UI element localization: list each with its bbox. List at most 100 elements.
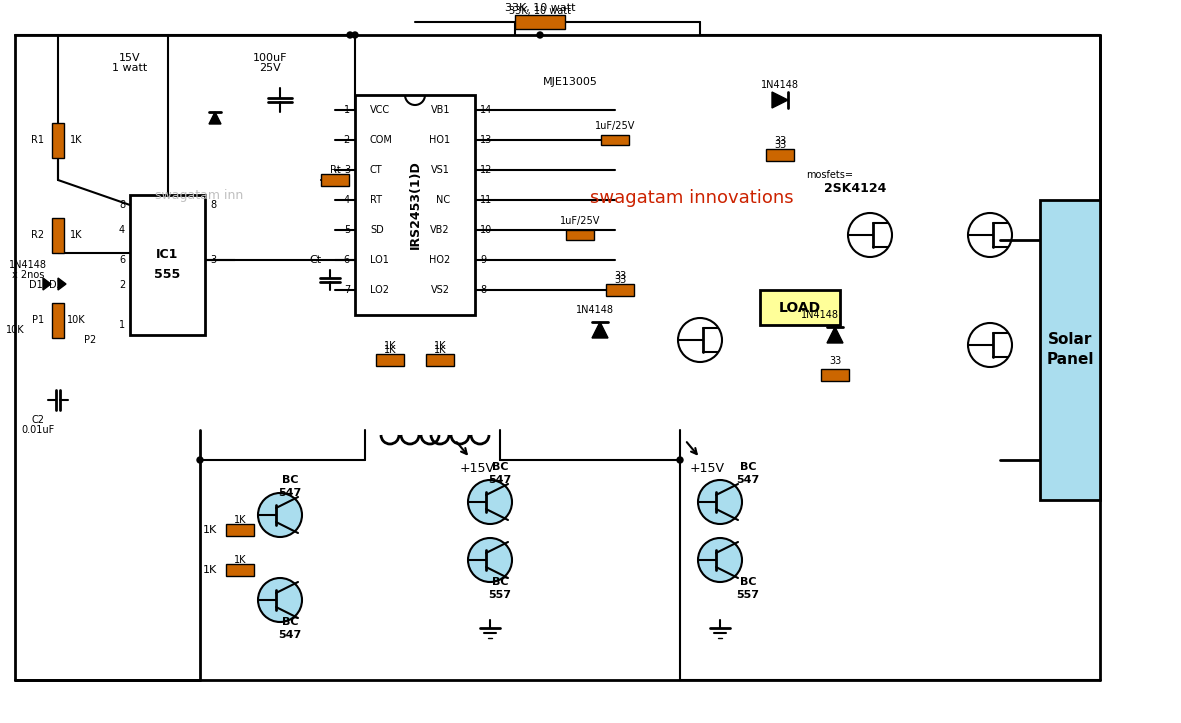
Text: COM: COM — [370, 135, 393, 145]
Text: 1K: 1K — [234, 515, 247, 525]
Text: 4: 4 — [119, 225, 125, 235]
Text: 33: 33 — [614, 275, 626, 285]
Text: 0.01uF: 0.01uF — [21, 425, 54, 435]
Bar — [321, 174, 350, 186]
Text: HO2: HO2 — [429, 255, 450, 265]
Text: 8: 8 — [479, 285, 487, 295]
Text: 547: 547 — [737, 475, 759, 485]
Text: Ct: Ct — [309, 255, 321, 265]
Text: 547: 547 — [279, 488, 301, 498]
Polygon shape — [592, 322, 608, 338]
Circle shape — [537, 32, 543, 38]
Text: 6: 6 — [344, 255, 350, 265]
Text: 1 watt: 1 watt — [112, 63, 148, 73]
Text: 3: 3 — [210, 255, 216, 265]
Text: 2: 2 — [344, 135, 350, 145]
Text: 8: 8 — [119, 200, 125, 210]
Text: Panel: Panel — [1046, 353, 1094, 367]
Bar — [355, 95, 475, 315]
Circle shape — [468, 480, 513, 524]
Text: 33: 33 — [774, 140, 787, 150]
Text: VB2: VB2 — [430, 225, 450, 235]
Text: 1N4148: 1N4148 — [761, 80, 800, 90]
Text: 6: 6 — [119, 255, 125, 265]
Text: 15V: 15V — [119, 53, 141, 63]
Circle shape — [468, 538, 513, 582]
Text: 4: 4 — [344, 195, 350, 205]
Text: 14: 14 — [479, 105, 492, 115]
Text: 1K: 1K — [384, 341, 397, 351]
Text: VS2: VS2 — [431, 285, 450, 295]
Text: 1uF/25V: 1uF/25V — [560, 216, 600, 226]
Text: VCC: VCC — [370, 105, 390, 115]
Text: swagatam innovations: swagatam innovations — [590, 189, 794, 207]
Text: NC: NC — [436, 195, 450, 205]
Text: VB1: VB1 — [431, 105, 450, 115]
Circle shape — [257, 578, 302, 622]
Text: 1K: 1K — [433, 341, 446, 351]
Text: Solar: Solar — [1048, 333, 1092, 348]
Text: 3: 3 — [344, 165, 350, 175]
Text: C2: C2 — [32, 415, 45, 425]
Text: RT: RT — [370, 195, 381, 205]
Text: 1: 1 — [344, 105, 350, 115]
Bar — [426, 354, 454, 366]
Text: 5: 5 — [344, 225, 350, 235]
Text: P1: P1 — [32, 315, 44, 325]
Text: 13: 13 — [479, 135, 492, 145]
Polygon shape — [827, 327, 843, 343]
Text: 9: 9 — [479, 255, 487, 265]
Text: 33K, 10 watt: 33K, 10 watt — [509, 6, 570, 16]
Text: 1K: 1K — [433, 345, 446, 355]
Text: 1K: 1K — [70, 230, 83, 240]
Text: 1N4148: 1N4148 — [576, 305, 614, 315]
Text: +15V: +15V — [690, 461, 724, 474]
Text: 555: 555 — [155, 268, 181, 281]
Text: BC: BC — [491, 577, 508, 587]
Text: R2: R2 — [32, 230, 45, 240]
Polygon shape — [58, 278, 66, 290]
Text: 33K, 10 watt: 33K, 10 watt — [504, 3, 575, 13]
Text: +15V: +15V — [459, 461, 495, 474]
Text: 1K: 1K — [203, 565, 217, 575]
Text: BC: BC — [282, 475, 299, 485]
Circle shape — [352, 32, 358, 38]
Text: 1N4148: 1N4148 — [801, 310, 839, 320]
Bar — [515, 15, 565, 29]
Text: 33: 33 — [829, 356, 841, 366]
Text: BC: BC — [739, 462, 756, 472]
Text: VS1: VS1 — [431, 165, 450, 175]
Bar — [761, 290, 840, 325]
Text: R1: R1 — [32, 135, 45, 145]
Text: Rt: Rt — [329, 165, 340, 175]
Circle shape — [698, 538, 742, 582]
Text: 100uF: 100uF — [253, 53, 287, 63]
Text: BC: BC — [282, 617, 299, 627]
Text: IC1: IC1 — [156, 249, 178, 262]
Bar — [606, 284, 634, 296]
Text: 33: 33 — [774, 136, 787, 146]
Text: D1: D1 — [30, 280, 43, 290]
Text: 2: 2 — [119, 280, 125, 290]
Circle shape — [698, 480, 742, 524]
Bar — [52, 122, 64, 158]
Circle shape — [347, 32, 353, 38]
Text: P2: P2 — [84, 335, 96, 345]
Text: 11: 11 — [479, 195, 492, 205]
Text: HO1: HO1 — [429, 135, 450, 145]
Text: 557: 557 — [489, 590, 511, 600]
Text: 557: 557 — [737, 590, 759, 600]
Circle shape — [197, 457, 203, 463]
Text: 1K: 1K — [203, 525, 217, 535]
Bar — [226, 564, 254, 576]
Text: CT: CT — [370, 165, 383, 175]
Text: 10K: 10K — [6, 325, 25, 335]
Text: 12: 12 — [479, 165, 492, 175]
Bar — [566, 230, 594, 240]
Text: x 2nos: x 2nos — [12, 270, 44, 280]
Text: 33: 33 — [614, 271, 626, 281]
Bar — [130, 195, 205, 335]
Text: LOAD: LOAD — [779, 301, 821, 315]
Bar — [1040, 200, 1100, 500]
Text: 10K: 10K — [66, 315, 85, 325]
